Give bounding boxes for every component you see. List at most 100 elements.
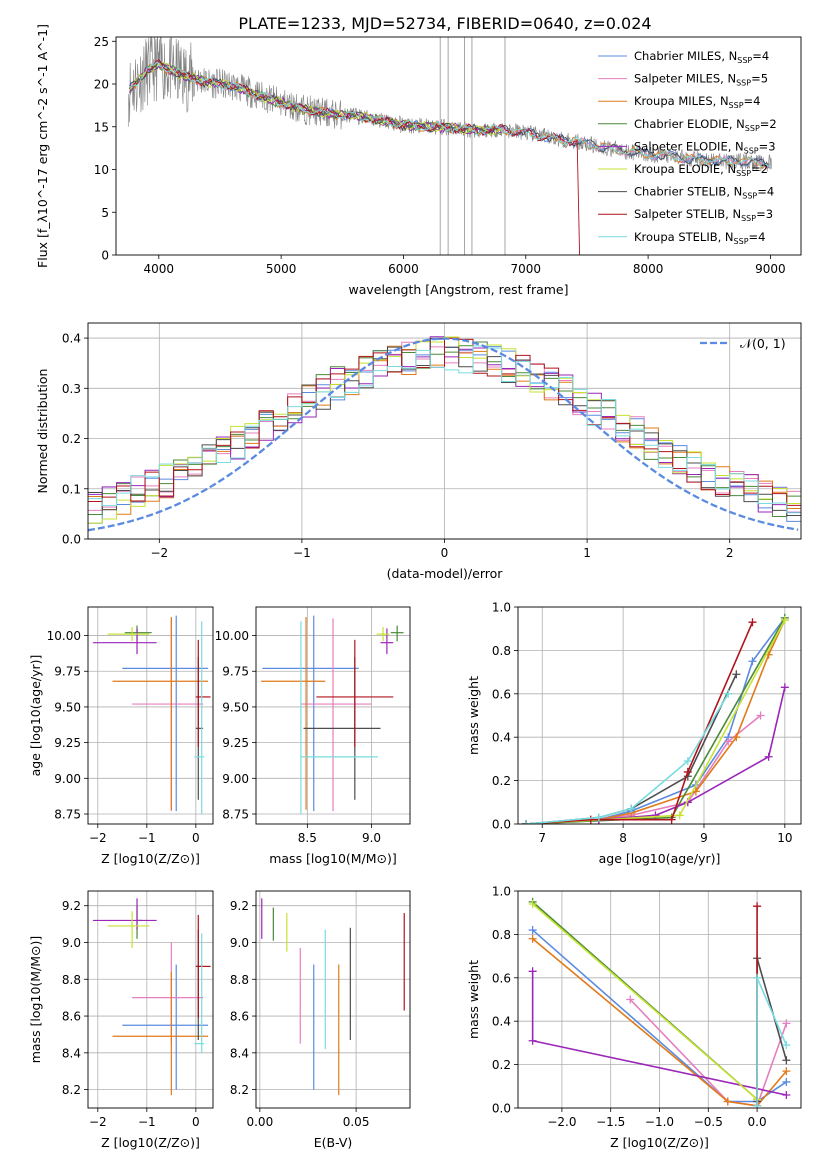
legend-label: Chabrier STELIB, NSSP=4 [634,185,774,201]
y-tick-label: 0.0 [62,533,81,547]
legend-label: Kroupa STELIB, NSSP=4 [634,230,765,246]
y-tick-label: 25 [94,35,109,49]
y-tick-label: 8.6 [62,1010,81,1024]
y-tick-label: 0.4 [62,332,81,346]
panel-mass_vs_EBV: 0.00 0.05 8.2 8.4 8.6 8.8 9.0 9.2 E(B-V) [230,890,411,1150]
mass-weight-point [528,967,537,976]
x-tick-label: 7 [538,831,546,845]
x-tick-label: −1 [293,546,311,560]
legend-subscript: SSP [734,237,749,246]
panel-age_vs_Z: −2 −1 0 8.75 9.00 9.25 9.50 9.75 10.00 Z [log10(Z… [28,606,214,866]
x-tick-label: −1 [138,1115,156,1129]
x-axis-label: (data-model)/error [387,566,504,581]
axes-frame [255,606,411,825]
y-tick-label: 10.00 [47,629,81,643]
mass-weight-point [627,804,636,813]
mass-weight-line [526,673,738,824]
y-tick-label: 20 [94,78,109,92]
y-tick-label: 8.75 [54,808,81,822]
y-tick-label: 9.75 [54,665,81,679]
x-tick-label: −1 [138,831,156,845]
x-axis-label: wavelength [Angstrom, rest frame] [348,282,568,297]
mass-weight-line [526,617,786,824]
y-tick-label: 8.2 [62,1083,81,1097]
plot-area-mass_vs_Z [92,898,211,1096]
y-tick-label: 9.0 [230,936,249,950]
y-tick-label: 0 [101,249,109,263]
mass-weight-point [667,815,676,824]
plot-area-massweight_vs_Z [528,897,791,1108]
y-tick-label: 0.2 [62,432,81,446]
legend-subscript: SSP [744,146,759,155]
legend-subscript: SSP [729,101,744,110]
y-tick-label: 9.00 [222,772,249,786]
y-axis-label: mass weight [466,676,481,755]
x-tick-label: 0.05 [343,1115,370,1129]
y-tick-label: 1.0 [492,601,511,615]
x-tick-label: 0 [441,546,449,560]
legend-label: Chabrier ELODIE, NSSP=2 [634,117,777,133]
y-tick-label: 0.4 [492,731,511,745]
spectrum-model-line [129,60,770,167]
x-axis-label: Z [log10(Z/Z⊙)] [610,1135,709,1150]
mass-weight-point [782,1056,791,1065]
legend-label: Salpeter STELIB, NSSP=3 [634,207,773,223]
legend-subscript: SSP [741,214,756,223]
panel-massweight_vs_Z: −2.0 −1.5 −1.0 −0.5 0.0 0.0 0.2 0.4 0.6 0.8 1.0 Z [… [466,885,802,1150]
mass-weight-point [780,616,789,625]
mass-weight-point [753,973,762,982]
y-tick-label: 5 [101,206,109,220]
y-tick-label: 8.4 [230,1046,249,1060]
panel-age_vs_mass: 8.5 9.0 8.75 9.00 9.25 9.50 9.75 10.00 mass [log… [215,606,411,866]
gaussian-legend-label: 𝒩(0, 1) [740,336,786,351]
mass-weight-point [782,1041,791,1050]
mass-weight-point [748,657,757,666]
mass-weight-line [532,903,758,1100]
mass-weight-point [522,820,531,824]
y-tick-label: 1.0 [492,885,511,899]
axes-frame [115,36,802,256]
y-tick-label: 9.25 [222,736,249,750]
y-axis-label: mass weight [466,960,481,1039]
figure-title: PLATE=1233, MJD=52734, FIBERID=0640, z=0… [238,14,651,33]
y-tick-label: 0.3 [62,382,81,396]
x-tick-label: 0 [192,831,200,845]
mass-weight-line [526,693,729,824]
y-tick-label: 9.75 [222,665,249,679]
y-tick-label: 9.2 [62,899,81,913]
mass-weight-point [594,813,603,822]
y-tick-label: 0.8 [492,644,511,658]
plot-area-residuals [88,336,801,532]
x-tick-label: 7000 [511,262,542,276]
mass-weight-point [683,767,692,776]
residual-histogram [88,345,801,514]
x-tick-label: −2 [89,831,107,845]
spectrum-legend: Chabrier MILES, NSSP=4 Salpeter MILES, NS… [598,49,777,246]
panel-mass_vs_Z: −2 −1 0 8.2 8.4 8.6 8.8 9.0 9.2 Z [log10(Z/Z⊙)] ma… [28,890,214,1150]
x-axis-label: E(B-V) [314,1135,353,1150]
plot-area-age_vs_mass [261,615,404,815]
x-tick-label: 10 [777,831,792,845]
mass-weight-point [782,1077,791,1086]
y-tick-label: 0.4 [492,1015,511,1029]
x-tick-label: −0.5 [694,1115,723,1129]
mass-weight-point [756,711,765,720]
mass-weight-point [782,1090,791,1099]
mass-weight-point [748,618,757,627]
x-tick-label: −2 [150,546,168,560]
mass-weight-point [732,733,741,742]
y-tick-label: 9.2 [230,899,249,913]
legend-label: Kroupa ELODIE, NSSP=2 [634,162,768,178]
legend-subscript: SSP [736,79,751,88]
x-tick-label: 9 [700,831,708,845]
mass-weight-line [526,621,754,824]
y-axis-label: mass [log10(M/M⊙)] [28,936,43,1064]
mass-weight-point [780,683,789,692]
plot-area-age_vs_Z [92,615,211,815]
mass-weight-point [586,815,595,824]
y-tick-label: 8.6 [230,1010,249,1024]
y-tick-label: 9.50 [54,700,81,714]
x-tick-label: −1.5 [596,1115,625,1129]
mass-weight-point [724,689,733,698]
y-tick-label: 8.2 [230,1083,249,1097]
